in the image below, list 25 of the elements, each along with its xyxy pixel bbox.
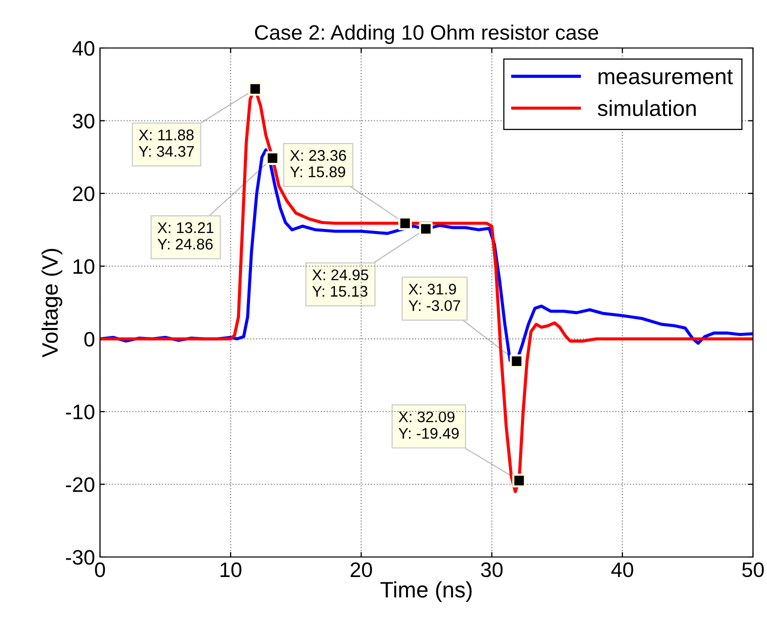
y-axis-title: Voltage (V) [42,248,62,358]
annotation: X: 13.21 Y: 24.86 [158,222,214,250]
x-axis-title: Time (ns) [380,581,472,602]
x-tick-label: 20 [350,562,372,578]
annotation: X: 31.9 Y: -3.07 [408,284,460,312]
y-tick-label: -20 [66,477,94,492]
annotation: X: 24.95 Y: 15.13 [312,269,368,297]
annotation: X: 23.36 Y: 15.89 [290,150,346,178]
x-tick-label: 30 [481,562,503,578]
x-tick-label: 50 [742,562,764,578]
annotation: X: 11.88 Y: 34.37 [138,130,194,157]
legend-label: simulation [598,100,696,116]
y-tick-label: 10 [74,259,94,274]
y-tick-label: -30 [66,550,94,565]
y-tick-label: 20 [73,186,94,202]
y-tick-label: 0 [84,332,94,347]
x-tick-label: 10 [220,562,242,578]
x-tick-label: 0 [95,562,105,578]
annotation: X: 32.09 Y: -19.49 [398,411,459,439]
y-tick-label: 30 [72,114,94,128]
legend-label: measurement [598,70,733,84]
x-tick-label: 40 [611,562,634,578]
y-tick-label: 40 [72,41,94,56]
y-tick-label: -10 [66,404,94,420]
chart-title: Case 2: Adding 10 Ohm resistor case [255,24,598,44]
